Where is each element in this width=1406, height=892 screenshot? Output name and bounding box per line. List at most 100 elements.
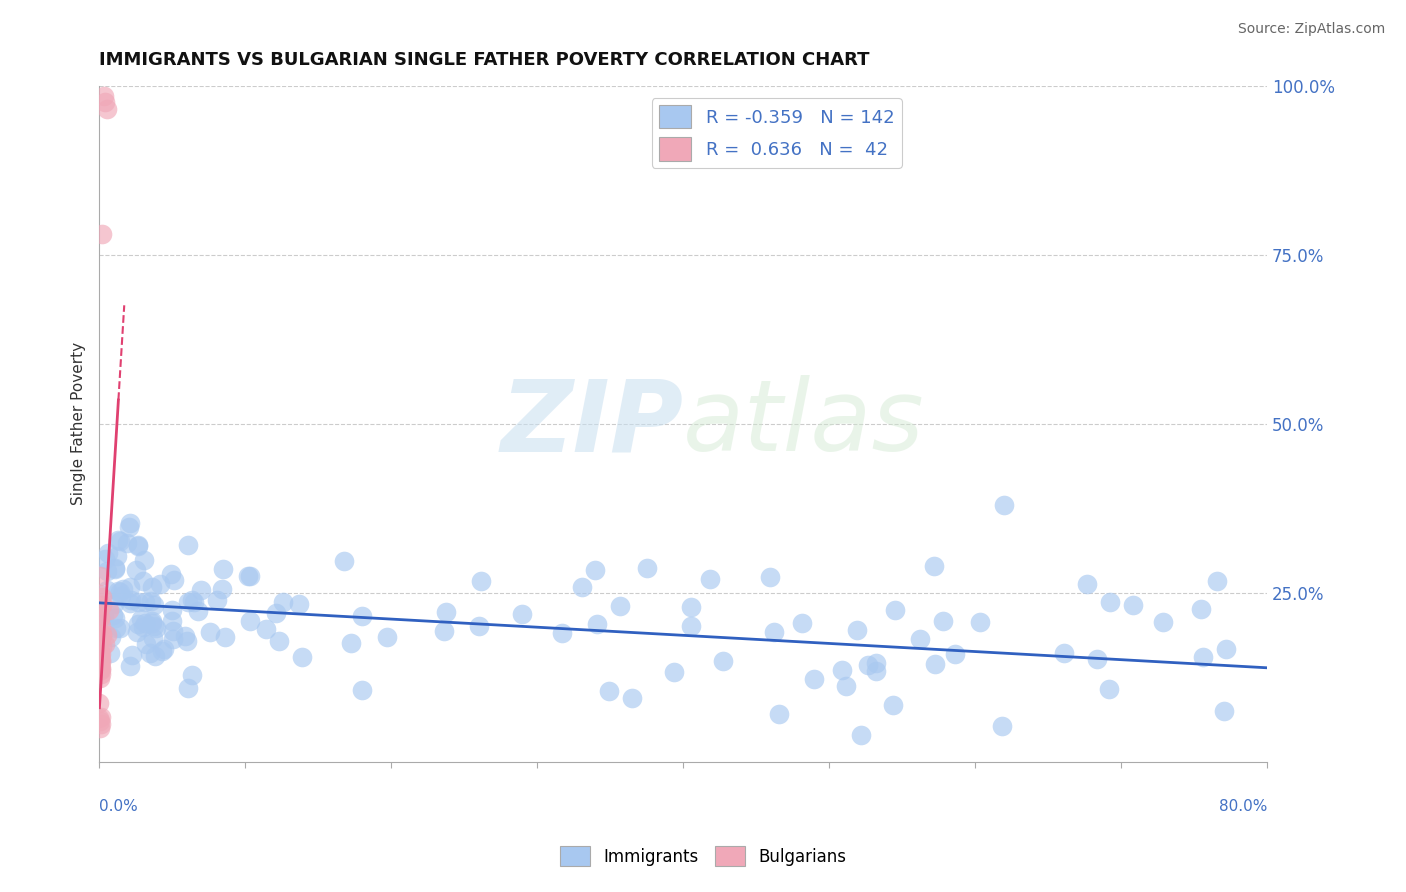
Point xyxy=(90,661,112,675)
Point xyxy=(211,561,233,575)
Point xyxy=(205,593,228,607)
Point xyxy=(162,624,184,639)
Point xyxy=(1213,704,1236,718)
Point xyxy=(149,576,172,591)
Point xyxy=(922,558,945,573)
Point xyxy=(89,648,111,663)
Point xyxy=(150,644,173,658)
Point xyxy=(162,632,184,646)
Point xyxy=(181,593,204,607)
Point xyxy=(98,646,121,660)
Point xyxy=(110,621,132,635)
Point xyxy=(239,569,262,583)
Point xyxy=(89,661,111,675)
Point xyxy=(991,718,1014,732)
Point xyxy=(132,574,155,588)
Point xyxy=(90,647,112,661)
Point xyxy=(271,595,294,609)
Point xyxy=(969,615,991,630)
Point xyxy=(160,603,183,617)
Point xyxy=(679,618,702,632)
Point xyxy=(89,647,111,661)
Point xyxy=(339,636,361,650)
Point xyxy=(93,609,115,624)
Point xyxy=(100,630,122,644)
Point xyxy=(90,618,112,632)
Point xyxy=(90,710,112,724)
Point xyxy=(768,707,790,722)
Point xyxy=(846,624,869,638)
Point xyxy=(117,536,139,550)
Point xyxy=(1098,681,1121,696)
Point xyxy=(214,630,236,644)
Point xyxy=(104,562,127,576)
Point xyxy=(127,538,149,552)
Point xyxy=(120,516,142,531)
Point xyxy=(89,587,111,601)
Point xyxy=(943,647,966,661)
Point xyxy=(127,617,149,632)
Point xyxy=(238,568,260,582)
Point xyxy=(609,599,631,614)
Point xyxy=(1191,650,1213,665)
Point xyxy=(134,553,156,567)
Point xyxy=(120,592,142,607)
Point xyxy=(89,657,111,672)
Point xyxy=(141,614,163,628)
Point xyxy=(470,574,492,588)
Point xyxy=(107,583,129,598)
Point xyxy=(120,596,142,610)
Point xyxy=(434,605,457,619)
Point xyxy=(105,549,128,564)
Point xyxy=(993,498,1015,512)
Point xyxy=(89,661,111,675)
Point xyxy=(121,648,143,662)
Point xyxy=(375,631,398,645)
Point xyxy=(1053,646,1076,660)
Point xyxy=(96,102,118,116)
Point xyxy=(89,632,111,647)
Point xyxy=(93,552,115,566)
Text: atlas: atlas xyxy=(683,376,925,472)
Point xyxy=(1152,615,1174,629)
Point xyxy=(139,594,162,608)
Point xyxy=(190,583,212,598)
Point xyxy=(332,554,354,568)
Point xyxy=(1085,651,1108,665)
Point xyxy=(352,609,374,624)
Point xyxy=(269,633,291,648)
Point xyxy=(93,88,115,103)
Point xyxy=(89,654,111,668)
Point xyxy=(551,625,574,640)
Point xyxy=(586,616,609,631)
Point xyxy=(91,227,114,242)
Text: IMMIGRANTS VS BULGARIAN SINGLE FATHER POVERTY CORRELATION CHART: IMMIGRANTS VS BULGARIAN SINGLE FATHER PO… xyxy=(100,51,870,69)
Point xyxy=(239,614,262,628)
Point xyxy=(468,619,491,633)
Point xyxy=(160,566,183,581)
Point xyxy=(758,570,780,584)
Point xyxy=(176,633,198,648)
Point xyxy=(291,649,314,664)
Point xyxy=(90,717,112,731)
Point xyxy=(105,621,128,635)
Point xyxy=(96,628,118,642)
Point xyxy=(104,560,127,574)
Point xyxy=(865,656,887,670)
Point xyxy=(97,546,120,560)
Point xyxy=(89,644,111,658)
Point xyxy=(89,659,111,673)
Point xyxy=(264,606,287,620)
Point xyxy=(931,614,953,628)
Point xyxy=(177,595,200,609)
Point xyxy=(173,629,195,643)
Text: ZIP: ZIP xyxy=(501,376,683,472)
Point xyxy=(583,563,606,577)
Point xyxy=(138,646,160,660)
Point xyxy=(187,604,209,618)
Point xyxy=(90,627,112,641)
Point xyxy=(1191,602,1213,616)
Point xyxy=(91,628,114,642)
Point xyxy=(132,620,155,634)
Y-axis label: Single Father Poverty: Single Father Poverty xyxy=(72,343,86,505)
